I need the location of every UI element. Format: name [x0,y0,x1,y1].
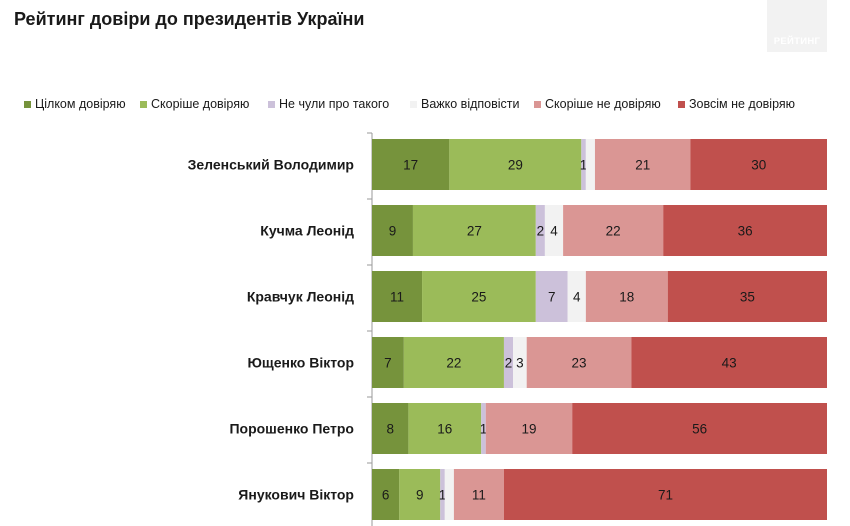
bar-row: Зеленський Володимир 17 29 1 21 30 [188,139,827,190]
bar-segment [372,271,423,322]
bar-segment [372,469,400,520]
data-label: 43 [722,356,737,371]
bar-segment [440,469,445,520]
data-label: 25 [471,290,486,305]
bar-segment [403,337,504,388]
data-label: 9 [416,488,424,503]
legend-swatch-6 [678,101,685,108]
bar-segment [408,403,482,454]
data-label: 36 [738,224,753,239]
category-label: Кучма Леонід [260,223,354,239]
data-label: 4 [573,290,581,305]
bar-row: Кучма Леонід 9 27 2 4 22 36 [260,205,827,256]
data-label: 7 [384,356,392,371]
bar-segment [412,205,536,256]
legend-label-1: Цілком довіряю [35,97,126,111]
legend-swatch-1 [24,101,31,108]
bar-row: Янукович Віктор 6 9 1 11 71 [238,469,827,520]
data-label: 2 [537,224,545,239]
legend-label-3: Не чули про такого [279,97,389,111]
bar-segment [453,469,504,520]
bar-segment [594,139,691,190]
bar-segment [481,403,486,454]
data-label: 29 [508,158,523,173]
category-label: Зеленський Володимир [188,157,354,173]
data-label: 23 [572,356,587,371]
bar-segment [663,205,827,256]
data-label: 21 [635,158,650,173]
bar-segment [585,271,668,322]
bar-segment [581,139,586,190]
bar-segment [631,337,827,388]
data-label: 1 [480,422,488,437]
data-label: 19 [521,422,536,437]
data-label: 71 [658,488,673,503]
bar-segment [585,139,595,190]
bar-segment [567,271,586,322]
data-label: 7 [548,290,556,305]
bar-row: Порошенко Петро 8 16 1 19 56 [229,403,827,454]
legend-label-5: Скоріше не довіряю [545,97,661,111]
bar-segment [690,139,827,190]
bar-segment [572,403,827,454]
data-label: 1 [439,488,447,503]
legend-swatch-4 [410,101,417,108]
legend-label-4: Важко відповісти [421,97,520,111]
data-label: 56 [692,422,707,437]
legend-label-2: Скоріше довіряю [151,97,249,111]
legend-label-6: Зовсім не довіряю [689,97,795,111]
legend-swatch-2 [140,101,147,108]
chart-title: Рейтинг довіри до президентів України [14,9,365,29]
category-label: Янукович Віктор [238,487,354,503]
bar-segment [372,139,450,190]
data-label: 3 [516,356,524,371]
bar-segment [372,337,404,388]
bar-segment [444,469,454,520]
bar-segment [535,205,545,256]
bar-segment [372,205,413,256]
bar-segment [563,205,664,256]
category-label: Порошенко Петро [229,421,354,437]
bar-row: Ющенко Віктор 7 22 2 3 23 43 [247,337,827,388]
data-label: 2 [505,356,513,371]
data-label: 4 [550,224,558,239]
data-label: 17 [403,158,418,173]
data-label: 35 [740,290,755,305]
bar-segment [422,271,536,322]
data-label: 1 [580,158,588,173]
data-label: 11 [472,488,486,503]
bar-segment [399,469,441,520]
data-label: 18 [619,290,634,305]
bar-segment [449,139,582,190]
bar-segment [503,337,514,388]
category-label: Ющенко Віктор [247,355,354,371]
bar-segment [513,337,527,388]
data-label: 22 [446,356,461,371]
data-label: 9 [389,224,397,239]
rating-logo: РЕЙТИНГ [767,0,827,52]
legend-swatch-5 [534,101,541,108]
chart-frame [367,132,373,526]
bar-segment [503,469,827,520]
bar-segment [667,271,827,322]
legend: Цілком довіряю Скоріше довіряю Не чули про… [24,97,795,111]
data-label: 16 [437,422,452,437]
data-label: 30 [751,158,766,173]
legend-swatch-3 [268,101,275,108]
bar-segment [544,205,564,256]
bar-segment [372,403,409,454]
logo-text: РЕЙТИНГ [773,36,821,47]
bar-segment [535,271,568,322]
data-label: 11 [390,290,404,305]
data-label: 6 [382,488,390,503]
bar-segment [485,403,573,454]
data-label: 27 [467,224,482,239]
data-label: 8 [386,422,394,437]
bar-row: Кравчук Леонід 11 25 7 4 18 35 [247,271,827,322]
data-label: 22 [606,224,621,239]
category-label: Кравчук Леонід [247,289,354,305]
bar-segment [526,337,632,388]
